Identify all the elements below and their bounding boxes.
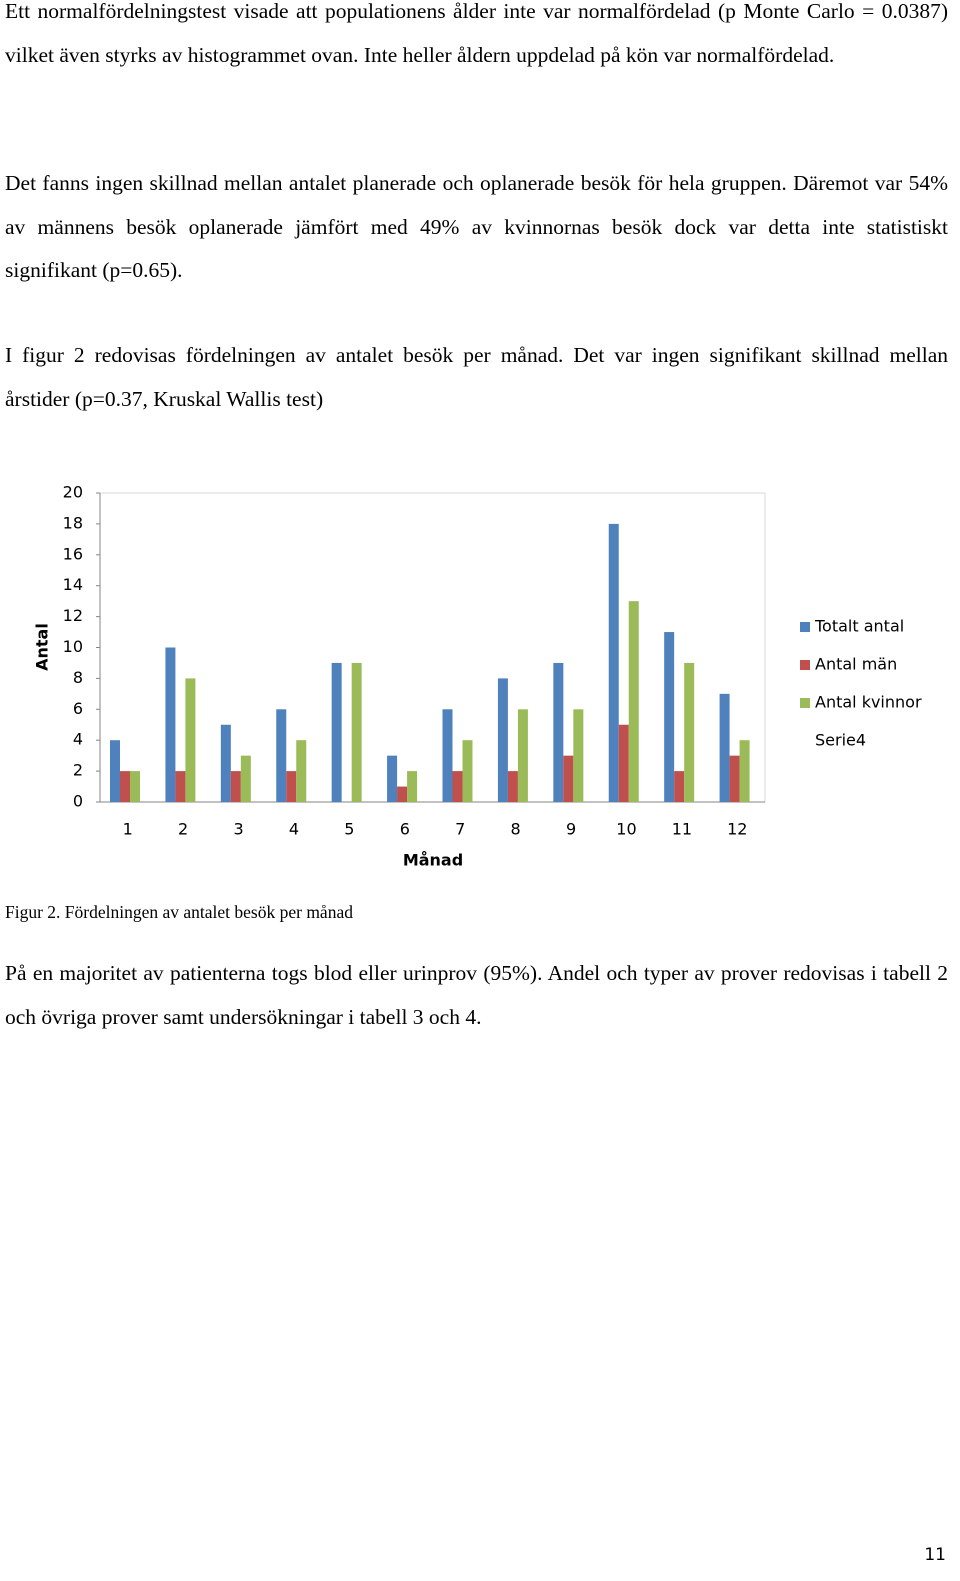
- bar: [628, 601, 639, 802]
- bar: [130, 771, 140, 802]
- bar: [664, 632, 675, 802]
- y-tick-label: 4: [73, 730, 83, 749]
- bar: [618, 724, 629, 802]
- bar: [719, 693, 730, 802]
- bar: [165, 647, 176, 802]
- bar: [608, 523, 619, 802]
- bar: [507, 771, 518, 802]
- y-tick-label: 6: [73, 699, 83, 718]
- x-tick-label: 10: [616, 820, 636, 839]
- x-tick-label: 3: [233, 820, 243, 839]
- bar: [553, 662, 564, 802]
- bar: [240, 755, 251, 802]
- x-tick-label: 2: [178, 820, 188, 839]
- y-tick-label: 18: [63, 513, 83, 532]
- legend-swatch: [800, 660, 810, 670]
- figure-caption: Figur 2. Fördelningen av antalet besök p…: [5, 902, 353, 922]
- legend-label: Serie4: [815, 731, 866, 750]
- bar: [351, 662, 362, 802]
- x-tick-label: 11: [672, 820, 692, 839]
- legend-label: Antal män: [815, 655, 897, 674]
- bar: [230, 771, 241, 802]
- y-tick-label: 12: [63, 606, 83, 625]
- y-tick-label: 0: [73, 792, 83, 811]
- y-tick-label: 2: [73, 761, 83, 780]
- bar: [387, 755, 398, 802]
- bar: [573, 709, 584, 802]
- bar: [185, 678, 196, 802]
- bar: [175, 771, 186, 802]
- page-number: 11: [924, 1545, 946, 1565]
- bar: [397, 786, 408, 802]
- legend-swatch: [800, 622, 810, 632]
- bar: [674, 771, 685, 802]
- bar: [120, 771, 130, 802]
- bar: [331, 662, 342, 802]
- x-tick-label: 6: [400, 820, 410, 839]
- y-tick-label: 10: [63, 637, 83, 656]
- y-axis-label: Antal: [33, 623, 52, 671]
- legend-swatch: [800, 698, 810, 708]
- bar: [110, 740, 120, 802]
- bar: [684, 662, 695, 802]
- x-tick-label: 7: [455, 820, 465, 839]
- legend-label: Antal kvinnor: [815, 693, 922, 712]
- paragraph: Ett normalfördelningstest visade att pop…: [5, 0, 948, 67]
- bar: [497, 678, 508, 802]
- bar: [276, 709, 287, 802]
- bar: [407, 771, 418, 802]
- y-tick-label: 14: [63, 575, 83, 594]
- y-tick-label: 16: [63, 544, 83, 563]
- paragraph: På en majoritet av patienterna togs blod…: [5, 961, 948, 1029]
- x-tick-label: 8: [511, 820, 521, 839]
- bar: [563, 755, 574, 802]
- x-axis-label: Månad: [403, 851, 463, 870]
- x-tick-label: 1: [123, 820, 133, 839]
- bar: [220, 724, 231, 802]
- bar: [517, 709, 528, 802]
- legend-label: Totalt antal: [814, 617, 904, 636]
- bar: [462, 740, 473, 802]
- y-tick-label: 8: [73, 668, 83, 687]
- x-tick-label: 12: [727, 820, 747, 839]
- bar: [296, 740, 307, 802]
- bar: [286, 771, 297, 802]
- paragraph: Det fanns ingen skillnad mellan antalet …: [5, 171, 948, 282]
- bar: [739, 740, 750, 802]
- paragraph: I figur 2 redovisas fördelningen av anta…: [5, 343, 948, 411]
- x-tick-label: 9: [566, 820, 576, 839]
- bar: [452, 771, 463, 802]
- y-tick-label: 20: [63, 483, 83, 502]
- x-tick-label: 5: [344, 820, 354, 839]
- bar: [442, 709, 453, 802]
- x-tick-label: 4: [289, 820, 299, 839]
- bar: [729, 755, 740, 802]
